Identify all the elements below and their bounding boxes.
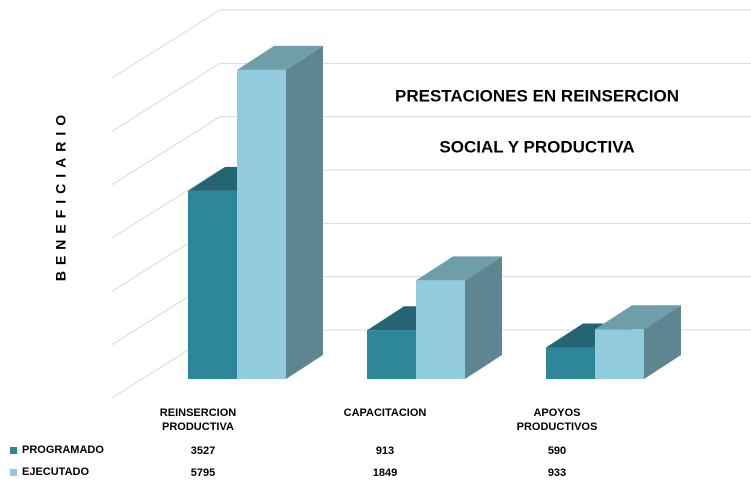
grid-line [111, 116, 751, 186]
table-value: 1849 [372, 467, 398, 479]
legend-label: EJECUTADO [22, 466, 90, 478]
bar-front [367, 330, 416, 379]
bar [416, 256, 502, 379]
legend-swatch [10, 447, 17, 454]
table-value: 5795 [190, 467, 216, 479]
bar-top [237, 45, 323, 70]
bar-side [286, 45, 323, 379]
bar-front [595, 329, 644, 379]
grid-line [111, 62, 751, 132]
bar [237, 45, 323, 379]
legend-swatch [10, 469, 17, 476]
table-value: 590 [547, 445, 567, 457]
legend-label: PROGRAMADO [22, 444, 104, 456]
bar-front [237, 69, 286, 379]
table-value: 933 [547, 467, 567, 479]
y-axis-label: BENEFICIARIO [53, 109, 69, 281]
bar-top [416, 256, 502, 281]
bar-front [546, 347, 595, 379]
chart-title: SOCIAL Y PRODUCTIVA [439, 137, 634, 156]
table-value: 913 [375, 445, 395, 457]
bar-side [644, 305, 681, 379]
x-tick-label: REINSERCION PRODUCTIVA [159, 407, 237, 433]
bar [595, 305, 681, 379]
bar-front [188, 190, 237, 379]
bar-front [416, 280, 465, 379]
bar-side [465, 256, 502, 379]
grid-line [111, 9, 751, 79]
bar-top [595, 305, 681, 330]
x-tick-label: APOYOS PRODUCTIVOS [516, 407, 598, 433]
grid-line [111, 169, 751, 239]
x-tick-label: CAPACITACION [343, 407, 427, 419]
chart-title: PRESTACIONES EN REINSERCION [395, 86, 679, 105]
table-value: 3527 [190, 445, 216, 457]
